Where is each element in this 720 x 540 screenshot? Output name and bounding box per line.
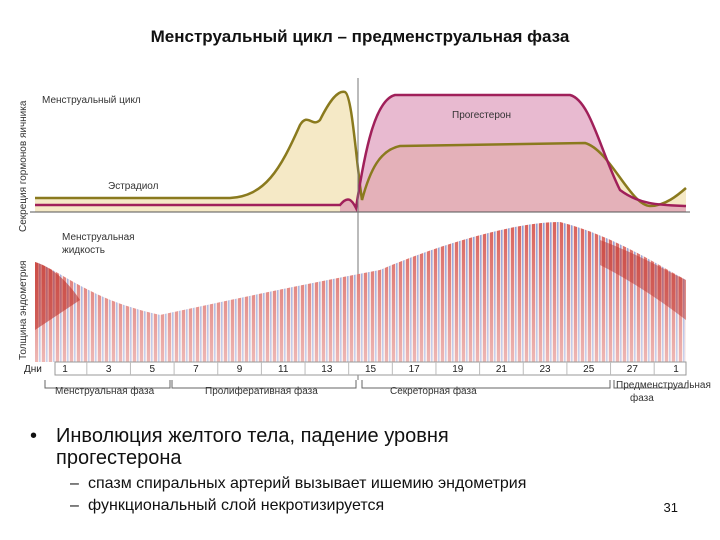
- phase-label: фаза: [630, 392, 654, 404]
- day-label: 25: [583, 364, 595, 375]
- day-label: 13: [321, 364, 333, 375]
- phase-brackets: [44, 380, 689, 389]
- progesterone-area: [340, 95, 686, 212]
- bullet-text: Инволюция желтого тела, падение уровня: [56, 425, 449, 447]
- phase-label: Менструальная фаза: [55, 385, 155, 397]
- day-label: 15: [365, 364, 377, 375]
- days-row: Дни 1 3 5 7 9 11 13 15 17 19 21 23 25 27 1: [24, 361, 687, 376]
- day-label: 27: [627, 364, 639, 375]
- page-number: 31: [664, 500, 678, 515]
- day-label: 5: [150, 364, 156, 375]
- bullet-mark: •: [30, 425, 37, 447]
- day-label: 3: [106, 364, 112, 375]
- title: Менструальный цикл – предменструальная ф…: [151, 27, 570, 46]
- hormone-panel: Менструальный цикл Эстрадиол Прогестерон…: [18, 78, 690, 380]
- sub-bullet-text: спазм спиральных артерий вызывает ишемию…: [88, 475, 526, 492]
- bullet-text: прогестерона: [56, 447, 182, 469]
- menstrual-fluid: [35, 262, 80, 330]
- day-label: 9: [237, 364, 243, 375]
- day-label: 1: [673, 364, 679, 375]
- day-label: 23: [540, 364, 552, 375]
- days-label: Дни: [24, 364, 42, 375]
- sub-bullet-mark: –: [70, 475, 79, 492]
- fluid-label: жидкость: [62, 245, 105, 256]
- necrosis-zone: [600, 240, 686, 320]
- endometrium-shade: [35, 222, 686, 362]
- fluid-label: Менструальная: [62, 232, 135, 243]
- thickness-axis-label: Толщина эндометрия: [18, 261, 29, 360]
- days-box: [54, 361, 687, 376]
- progesterone-curve: [35, 93, 687, 213]
- estradiol-label: Эстрадиол: [108, 181, 159, 192]
- day-label: 1: [62, 364, 68, 375]
- sub-bullet-text: функциональный слой некротизируется: [88, 497, 384, 514]
- sub-bullet-mark: –: [70, 497, 79, 514]
- day-label: 21: [496, 364, 508, 375]
- phase-label: Предменструальная: [616, 380, 711, 391]
- day-label: 19: [452, 364, 464, 375]
- day-label: 7: [193, 364, 199, 375]
- endometrium-panel: Менструальная жидкость Толщина эндометри…: [18, 222, 686, 362]
- cycle-label: Менструальный цикл: [42, 95, 141, 106]
- day-label: 11: [278, 364, 289, 375]
- estradiol-curve: [35, 90, 687, 208]
- phase-label: Секреторная фаза: [390, 385, 477, 397]
- day-label: 17: [409, 364, 421, 375]
- hormone-axis-label: Секреция гормонов яичника: [18, 100, 29, 232]
- phase-label: Пролиферативная фаза: [205, 385, 318, 397]
- progesterone-label: Прогестерон: [452, 110, 511, 121]
